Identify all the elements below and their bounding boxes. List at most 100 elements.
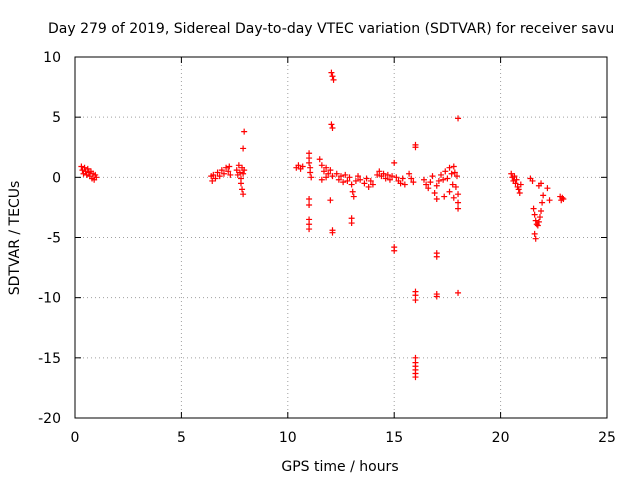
y-tick-label: -20 (38, 411, 61, 427)
data-point (348, 220, 355, 227)
data-point (240, 170, 247, 177)
data-point (446, 164, 453, 171)
data-point (367, 177, 374, 184)
data-point (450, 163, 457, 170)
data-point (220, 170, 227, 177)
x-axis-title: GPS time / hours (281, 459, 398, 475)
y-tick-label: -5 (47, 231, 61, 247)
data-point (442, 168, 449, 175)
data-point (540, 192, 547, 199)
data-point (323, 174, 330, 181)
data-point (240, 191, 247, 198)
data-point (327, 167, 334, 174)
data-point (340, 179, 347, 186)
data-point (323, 164, 330, 171)
data-point (401, 181, 408, 188)
x-tick-label: 10 (279, 430, 297, 446)
data-point (455, 115, 462, 122)
data-point (425, 185, 432, 192)
data-point (329, 124, 336, 131)
data-point (433, 253, 440, 260)
data-point (338, 173, 344, 180)
y-tick-label: -10 (38, 291, 61, 307)
data-point (237, 180, 244, 187)
data-point (223, 164, 230, 171)
data-point (530, 205, 537, 212)
data-point (517, 181, 524, 188)
data-point (539, 199, 546, 206)
data-point (531, 211, 538, 218)
data-point (513, 176, 520, 183)
data-point (452, 183, 459, 190)
data-point (446, 188, 453, 195)
data-point (544, 185, 551, 192)
data-point (295, 162, 302, 169)
data-point (559, 194, 566, 201)
data-point (306, 202, 313, 209)
data-point (531, 230, 538, 237)
data-point (450, 194, 457, 201)
data-point (316, 156, 323, 163)
data-point (408, 175, 415, 182)
data-point (412, 144, 419, 151)
data-point (453, 173, 460, 180)
data-point (538, 180, 545, 187)
data-point (391, 247, 398, 254)
y-axis-ticks: 10 5 0 -5 -10 -15 -20 (38, 50, 607, 427)
y-tick-label: 10 (43, 50, 61, 66)
data-point (241, 167, 248, 174)
data-point (532, 235, 539, 242)
data-point (330, 76, 337, 83)
data-point (397, 180, 404, 187)
data-point (438, 171, 445, 178)
data-point (440, 176, 447, 183)
data-point (516, 189, 523, 196)
data-point (529, 177, 536, 184)
data-points (78, 69, 567, 381)
data-point (325, 170, 332, 177)
data-point (344, 177, 351, 184)
data-point (455, 289, 462, 296)
data-point (515, 186, 522, 193)
data-point (449, 181, 456, 188)
data-point (433, 195, 440, 202)
x-tick-label: 25 (598, 430, 616, 446)
data-point (431, 189, 438, 196)
data-point (355, 173, 362, 180)
data-point (227, 171, 234, 178)
data-point (329, 229, 336, 236)
x-tick-label: 15 (385, 430, 403, 446)
data-point (306, 226, 313, 233)
y-axis-title: SDTVAR / TECUs (7, 181, 23, 296)
data-point (455, 205, 462, 212)
data-point (412, 374, 419, 381)
chart-title: Day 279 of 2019, Sidereal Day-to-day VTE… (48, 21, 614, 37)
data-point (333, 170, 340, 177)
grid (75, 57, 607, 418)
data-point (391, 159, 398, 166)
data-point (210, 171, 217, 178)
data-point (218, 167, 225, 174)
data-point (81, 164, 88, 171)
data-point (376, 168, 383, 175)
data-point (444, 175, 451, 182)
data-point (320, 168, 327, 175)
data-point (212, 175, 219, 182)
data-point (357, 176, 364, 183)
data-point (306, 195, 313, 202)
data-point (307, 169, 314, 176)
x-tick-label: 5 (177, 430, 186, 446)
data-point (435, 177, 442, 184)
data-point (365, 183, 372, 190)
data-point (399, 175, 406, 182)
data-point (216, 173, 223, 180)
data-point (532, 217, 539, 224)
data-point (560, 195, 567, 202)
data-point (361, 180, 368, 187)
data-point (374, 171, 381, 178)
data-point (225, 168, 232, 175)
data-point (393, 174, 400, 181)
data-point (346, 174, 353, 181)
data-point (406, 170, 413, 177)
